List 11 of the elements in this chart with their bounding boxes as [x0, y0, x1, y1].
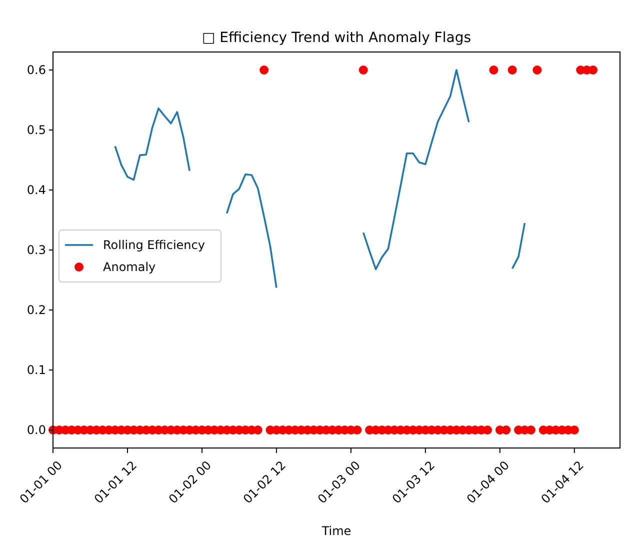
y-tick-label: 0.3: [26, 243, 46, 258]
y-tick-label: 0.2: [26, 303, 46, 318]
y-tick-label: 0.6: [26, 63, 46, 78]
legend-label: Rolling Efficiency: [103, 238, 205, 252]
x-axis-title: Time: [320, 524, 352, 538]
y-tick-label: 0.0: [26, 423, 46, 438]
legend-label: Anomaly: [103, 260, 156, 274]
y-tick-label: 0.5: [26, 123, 46, 138]
y-tick-label: 0.4: [26, 183, 46, 198]
y-tick-label: 0.1: [26, 363, 46, 378]
chart-title: □ Efficiency Trend with Anomaly Flags: [202, 30, 472, 46]
